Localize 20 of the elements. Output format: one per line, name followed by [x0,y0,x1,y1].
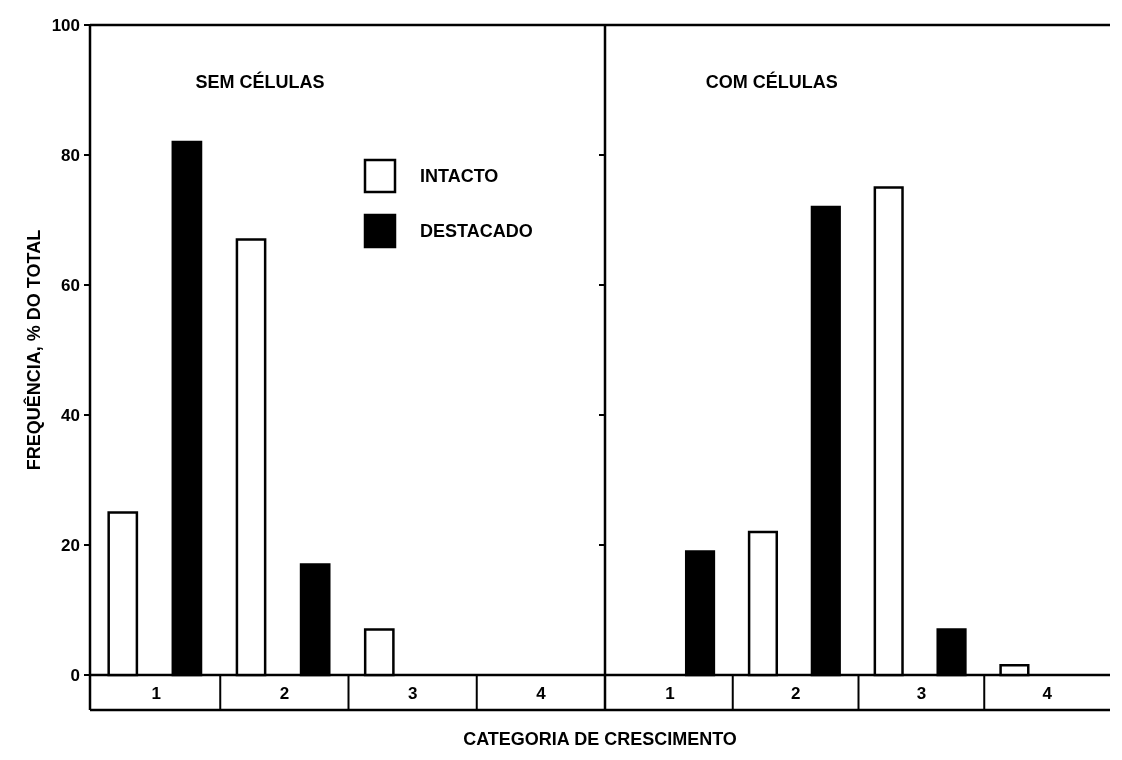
x-tick-label: 4 [536,683,547,703]
x-tick-label: 2 [790,683,801,703]
legend-label: INTACTO [420,166,499,187]
y-axis-title: FREQUÊNCIA, % DO TOTAL [23,229,44,471]
y-tick-label: 0 [70,665,80,685]
y-tick-label: 60 [61,275,80,295]
x-tick-label: 1 [665,683,675,703]
legend-label: DESTACADO [420,221,533,242]
y-tick-label: 40 [61,405,80,425]
x-tick-label: 4 [1042,683,1053,703]
text: COM CÉLULAS [705,71,838,92]
x-tick-label: 3 [916,683,927,703]
x-tick-label: 1 [151,683,161,703]
y-tick-label: 80 [61,145,80,165]
y-tick-label: 100 [51,15,80,35]
x-tick-label: 2 [279,683,290,703]
x-tick-label: 3 [407,683,418,703]
y-tick-label: 20 [61,535,80,555]
text: SEM CÉLULAS [195,71,325,92]
x-axis-title: CATEGORIA DE CRESCIMENTO [463,729,737,749]
